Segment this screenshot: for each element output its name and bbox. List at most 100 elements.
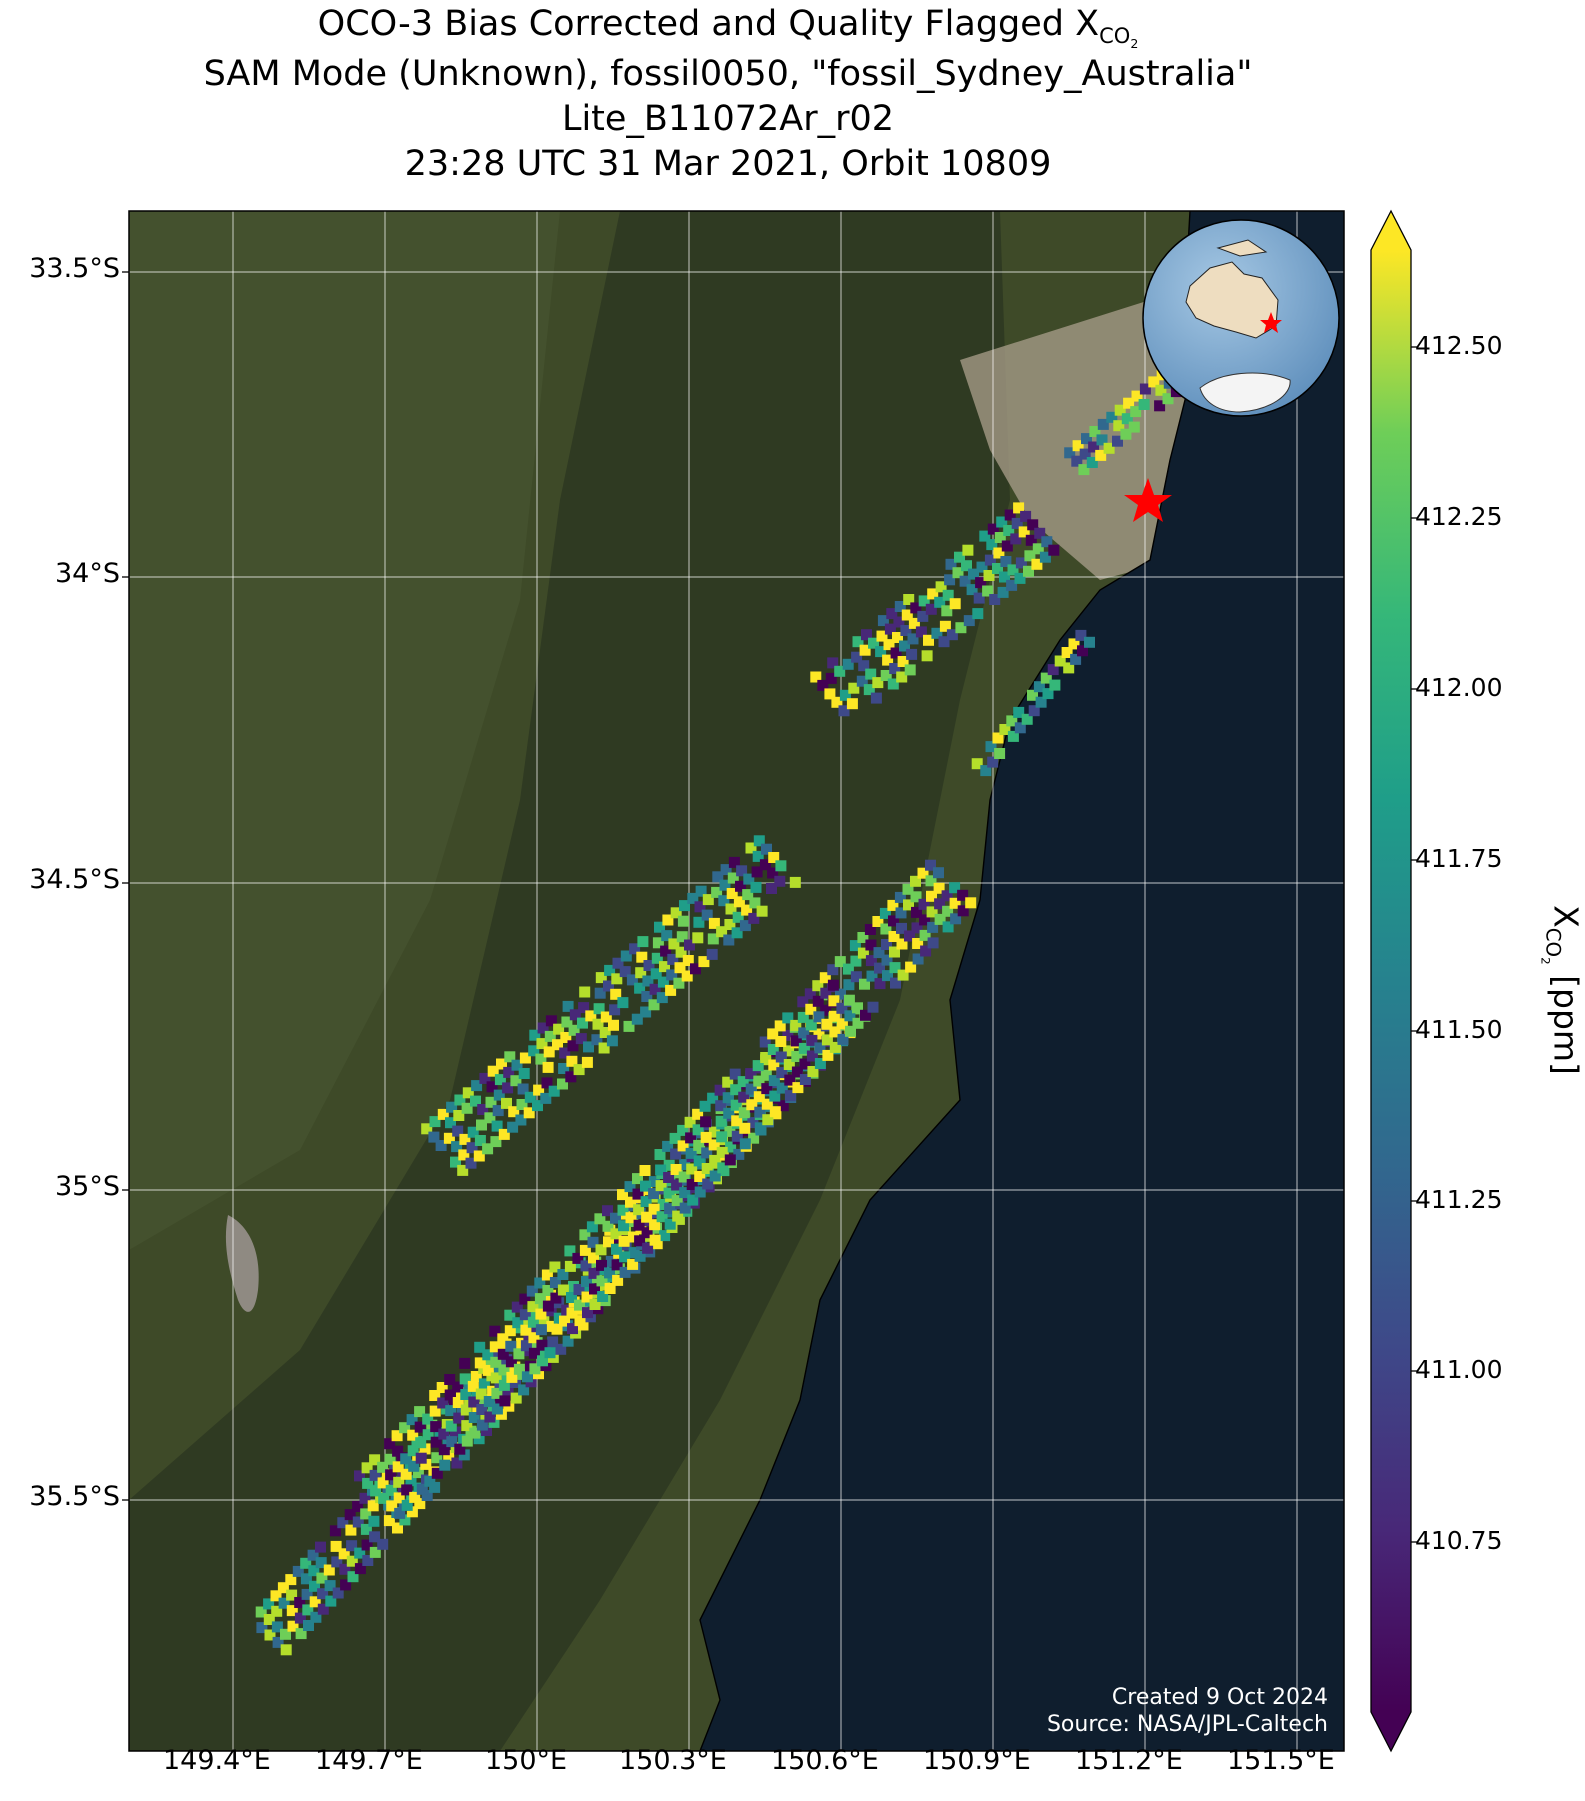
sounding-cell	[496, 1058, 507, 1070]
sounding-cell	[693, 1155, 705, 1167]
sounding-cell	[431, 1467, 443, 1479]
lat-tick-35s: 35°S	[55, 1171, 120, 1202]
sounding-cell	[821, 1034, 833, 1046]
sounding-cell	[1106, 411, 1118, 423]
sounding-cell	[728, 856, 740, 868]
sounding-cell	[642, 1242, 654, 1254]
sounding-cell	[671, 1195, 683, 1207]
sounding-cell	[820, 1004, 832, 1016]
sounding-cell	[761, 1083, 773, 1095]
sounding-cell	[610, 988, 622, 1000]
sounding-cell	[731, 1130, 743, 1142]
sounding-cell	[806, 1050, 818, 1062]
sounding-cell	[256, 1622, 268, 1634]
sounding-cell	[1049, 679, 1061, 691]
sounding-cell	[774, 875, 786, 887]
sounding-cell	[604, 1283, 616, 1294]
sounding-cell	[907, 633, 919, 645]
sounding-cell	[768, 1059, 780, 1071]
sounding-cell	[722, 1076, 734, 1088]
sounding-cell	[925, 603, 937, 615]
sounding-cell	[792, 1082, 804, 1094]
sounding-cell	[872, 677, 884, 689]
colorbar-tick-410-75: 410.75	[1415, 1526, 1503, 1555]
sounding-cell	[1089, 426, 1101, 437]
sounding-cell	[384, 1438, 396, 1450]
sounding-cell	[797, 1011, 809, 1023]
sounding-cell	[470, 1371, 482, 1382]
sounding-cell	[519, 1293, 531, 1305]
sounding-cell	[693, 916, 705, 928]
sounding-cell	[903, 594, 915, 605]
sounding-cell	[897, 656, 909, 667]
sounding-cell	[618, 1235, 630, 1247]
sounding-cell	[270, 1590, 282, 1602]
sounding-cell	[753, 1075, 765, 1087]
sounding-cell	[852, 1002, 863, 1014]
sounding-cell	[452, 1397, 464, 1408]
sounding-cell	[812, 980, 824, 992]
sounding-cell	[393, 1492, 405, 1504]
lon-tick-151-5e: 151.5°E	[1227, 1745, 1335, 1776]
sounding-cell	[477, 1104, 489, 1115]
sounding-cell	[782, 1012, 794, 1024]
sounding-cell	[529, 1363, 541, 1375]
sounding-cell	[738, 1107, 750, 1119]
sounding-cell	[512, 1317, 524, 1329]
sounding-cell	[856, 675, 868, 687]
sounding-cell	[925, 859, 936, 871]
sounding-cell	[756, 905, 768, 917]
sounding-cell	[565, 1071, 577, 1083]
sounding-cell	[865, 668, 877, 680]
sydney-urban-area	[960, 300, 1190, 580]
sounding-cell	[544, 1347, 556, 1359]
sounding-cell	[453, 1412, 465, 1424]
sounding-cell	[670, 907, 682, 919]
sounding-cell	[775, 1051, 787, 1063]
sounding-cell	[579, 986, 591, 998]
sounding-cell	[660, 945, 672, 957]
colorbar-tick-412-50: 412.50	[1415, 331, 1503, 360]
sounding-cell	[715, 1100, 727, 1112]
sounding-cell	[453, 1110, 465, 1121]
sounding-cell	[790, 1035, 802, 1047]
sounding-cell	[1154, 400, 1166, 412]
sounding-cell	[344, 1509, 356, 1521]
sounding-cell	[517, 1083, 529, 1095]
sounding-cell	[474, 1135, 486, 1146]
sounding-cell	[459, 1133, 471, 1145]
sounding-cell	[687, 892, 699, 904]
sounding-cell	[504, 1325, 516, 1337]
sounding-cell	[783, 1045, 795, 1057]
sounding-cell	[726, 888, 738, 899]
sounding-cell	[699, 1100, 711, 1112]
colorbar-upper-extension	[1371, 211, 1411, 250]
sounding-cell	[445, 1420, 457, 1432]
sounding-cell	[518, 1068, 530, 1079]
sounding-cell	[667, 953, 679, 965]
sounding-cell	[628, 1247, 640, 1259]
lat-tick-34s: 34°S	[55, 558, 120, 589]
sounding-cell	[406, 1506, 418, 1518]
sounding-cell	[519, 1052, 531, 1064]
sounding-cell	[1031, 558, 1043, 570]
sounding-cell	[550, 1292, 562, 1304]
sounding-cell	[1103, 442, 1115, 454]
sounding-cell	[923, 634, 934, 646]
sounding-cell	[931, 627, 943, 639]
sounding-cell	[972, 608, 984, 620]
sounding-cell	[338, 1548, 350, 1560]
sounding-cell	[617, 1189, 628, 1201]
title-line-4: 23:28 UTC 31 Mar 2021, Orbit 10809	[404, 144, 1052, 184]
sounding-cell	[701, 1147, 713, 1159]
sounding-cell	[558, 1063, 570, 1074]
sounding-cell	[559, 1047, 571, 1059]
lake-george	[225, 1215, 259, 1312]
sounding-cell	[354, 1563, 366, 1575]
sounding-cell	[742, 889, 754, 901]
sounding-cell	[1123, 397, 1135, 409]
sounding-cell	[949, 897, 961, 909]
sounding-cell	[675, 946, 687, 958]
sounding-cell	[528, 1045, 540, 1057]
sounding-cell	[657, 1199, 669, 1210]
